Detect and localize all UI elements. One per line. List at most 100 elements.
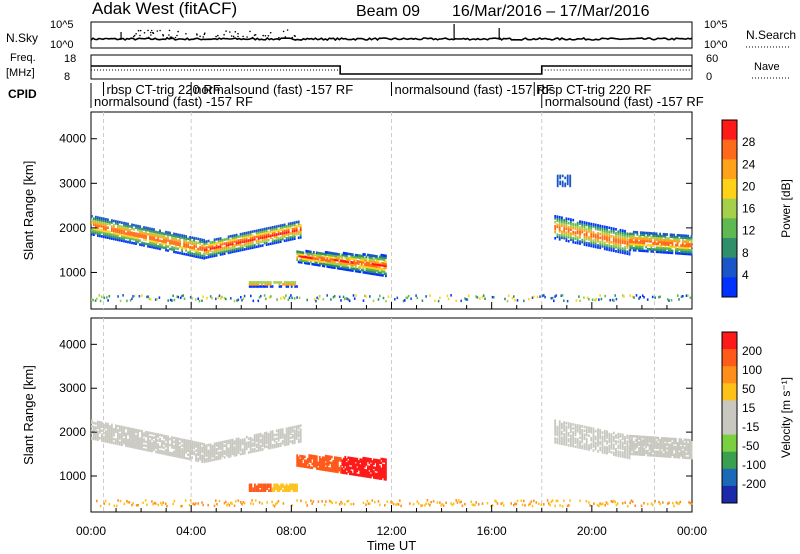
range-gate-cell [601, 443, 604, 446]
range-gate-cell [296, 250, 299, 253]
range-gate-cell [357, 270, 360, 273]
range-gate-cell [185, 249, 187, 252]
range-gate-cell [348, 268, 351, 272]
range-gate-cell [673, 441, 675, 445]
range-gate-cell [617, 454, 620, 457]
range-gate-cell [287, 438, 290, 442]
range-gate-cell [621, 249, 624, 253]
range-gate-cell [572, 238, 575, 242]
range-gate-cell [660, 444, 663, 448]
range-gate-cell [342, 465, 345, 469]
range-gate-cell [368, 471, 371, 475]
range-gate-cell [583, 237, 586, 240]
ground-scatter-cell [146, 503, 148, 506]
nsearch-point [159, 29, 161, 32]
range-gate-cell [317, 467, 320, 471]
range-gate-cell [671, 235, 674, 239]
range-gate-cell [157, 245, 159, 248]
range-gate-cell [353, 255, 356, 259]
range-gate-cell [193, 450, 195, 454]
range-gate-cell [229, 443, 232, 446]
range-gate-cell [97, 224, 99, 227]
ground-scatter-cell [243, 294, 246, 298]
ground-scatter-cell [127, 501, 129, 504]
range-gate-cell [619, 445, 622, 448]
range-gate-cell [556, 233, 559, 237]
range-gate-cell [308, 250, 311, 253]
range-gate-cell [209, 445, 212, 448]
ground-scatter-cell [544, 295, 546, 299]
range-gate-cell [615, 234, 617, 237]
range-gate-cell [336, 252, 339, 256]
range-gate-cell [554, 439, 557, 442]
ground-scatter-cell [689, 501, 692, 505]
range-gate-cell [103, 235, 105, 239]
range-gate-cell [203, 458, 206, 462]
range-gate-cell [169, 231, 171, 235]
range-gate-cell [367, 267, 369, 271]
range-gate-cell [374, 474, 377, 478]
range-gate-cell [610, 437, 613, 440]
range-gate-cell [687, 252, 689, 256]
range-gate-cell [599, 430, 602, 434]
range-gate-cell [603, 433, 606, 437]
range-gate-cell [645, 245, 647, 249]
range-gate-cell [689, 448, 691, 452]
range-gate-cell [356, 467, 359, 471]
range-gate-cell [282, 483, 284, 487]
nsearch-point [262, 34, 265, 37]
range-gate-cell [221, 240, 224, 244]
range-gate-cell [115, 234, 117, 237]
range-gate-cell [592, 439, 595, 442]
ground-scatter-cell [126, 500, 128, 503]
range-gate-cell [195, 237, 197, 240]
range-gate-cell [145, 232, 147, 236]
range-gate-cell [207, 251, 210, 255]
ground-scatter-cell [559, 504, 561, 507]
range-gate-cell [273, 225, 276, 229]
nsearch-point [215, 35, 217, 38]
velocity-colorbar-tick-label: 50 [742, 382, 756, 396]
range-gate-cell [354, 467, 357, 471]
range-gate-cell [594, 441, 597, 445]
range-gate-cell [167, 451, 169, 454]
range-gate-cell [137, 440, 139, 444]
range-gate-cell [264, 281, 267, 284]
range-gate-cell [261, 485, 263, 488]
range-gate-cell [339, 457, 342, 460]
ground-scatter-cell [416, 296, 419, 300]
range-gate-cell [638, 435, 640, 438]
range-gate-cell [267, 234, 270, 238]
range-gate-cell [335, 264, 338, 268]
ground-scatter-cell [409, 502, 411, 505]
ground-scatter-cell [128, 501, 131, 504]
range-gate-cell [570, 436, 572, 440]
range-gate-cell [581, 440, 584, 444]
range-gate-cell [245, 245, 248, 249]
ground-scatter-cell [516, 499, 519, 503]
range-gate-cell [570, 234, 572, 237]
range-gate-cell [324, 255, 327, 258]
range-gate-cell [225, 245, 228, 249]
range-gate-cell [570, 222, 572, 225]
range-gate-cell [239, 441, 242, 444]
range-gate-cell [223, 250, 226, 253]
range-gate-cell [309, 256, 312, 260]
range-gate-cell [99, 228, 101, 232]
range-gate-cell [653, 450, 656, 453]
ground-scatter-cell [417, 502, 420, 505]
nsearch-point [135, 33, 137, 35]
range-gate-cell [318, 256, 321, 259]
range-gate-cell [233, 248, 236, 251]
range-gate-cell [385, 264, 387, 268]
ground-scatter-cell [659, 502, 661, 506]
range-gate-cell [592, 441, 595, 444]
range-gate-cell [342, 251, 345, 255]
range-gate-cell [628, 252, 631, 256]
range-gate-cell [129, 445, 131, 448]
range-gate-cell [612, 239, 615, 243]
range-gate-cell [320, 464, 323, 467]
range-gate-cell [374, 256, 377, 260]
range-gate-cell [370, 473, 372, 477]
range-gate-cell [341, 253, 344, 257]
